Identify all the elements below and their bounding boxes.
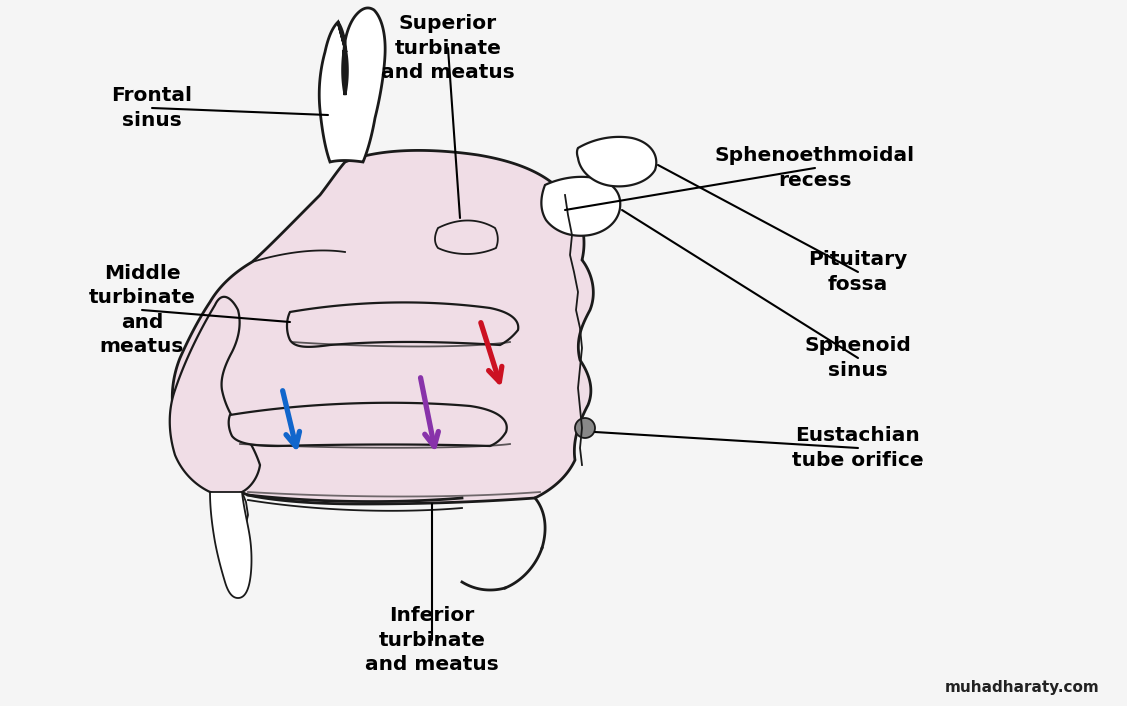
- Text: muhadharaty.com: muhadharaty.com: [946, 680, 1100, 695]
- Text: Middle
turbinate
and
meatus: Middle turbinate and meatus: [89, 264, 195, 356]
- Polygon shape: [170, 297, 260, 495]
- Text: Frontal
sinus: Frontal sinus: [112, 86, 193, 130]
- Text: Sphenoethmoidal
recess: Sphenoethmoidal recess: [715, 146, 915, 190]
- Text: Pituitary
fossa: Pituitary fossa: [808, 251, 907, 294]
- Polygon shape: [319, 8, 385, 162]
- Circle shape: [575, 418, 595, 438]
- Polygon shape: [541, 176, 620, 236]
- Text: Eustachian
tube orifice: Eustachian tube orifice: [792, 426, 924, 469]
- Text: Superior
turbinate
and meatus: Superior turbinate and meatus: [381, 14, 515, 82]
- Polygon shape: [435, 220, 498, 254]
- Polygon shape: [210, 492, 251, 598]
- Text: Inferior
turbinate
and meatus: Inferior turbinate and meatus: [365, 606, 499, 674]
- Polygon shape: [577, 137, 656, 186]
- Polygon shape: [287, 302, 518, 347]
- Text: Sphenoid
sinus: Sphenoid sinus: [805, 336, 912, 380]
- Polygon shape: [229, 402, 507, 446]
- Polygon shape: [172, 150, 593, 504]
